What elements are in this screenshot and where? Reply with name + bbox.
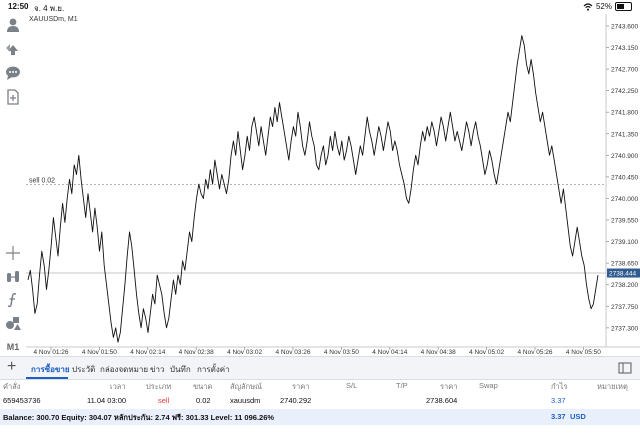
x-tick-label: 4 Nov 04:38 xyxy=(421,349,456,356)
col-order: คำสั่ง xyxy=(3,382,21,391)
row-symbol: xauusdm xyxy=(230,396,261,405)
y-tick-label: 2738.200 xyxy=(611,282,638,289)
new-document-icon[interactable] xyxy=(4,88,22,106)
y-tick-label: 2743.150 xyxy=(611,45,638,52)
tab-history[interactable]: ประวัติ xyxy=(72,365,96,374)
timeframe-button[interactable]: M1 xyxy=(6,342,20,352)
row-profit: 3.37 xyxy=(551,396,566,405)
crosshair-icon[interactable] xyxy=(4,244,22,262)
balance-bar: Balance: 300.70 Equity: 304.07 หลักประกั… xyxy=(0,409,640,425)
col-symbol: สัญลักษณ์ xyxy=(230,382,263,391)
battery-icon xyxy=(615,2,632,11)
y-tick-label: 2738.650 xyxy=(611,261,638,268)
y-tick-label: 2737.750 xyxy=(611,304,638,311)
col-sl: S/L xyxy=(346,381,358,390)
status-bar: 12:50 จ. 4 พ.ย. 52% xyxy=(0,0,640,14)
y-tick-label: 2742.250 xyxy=(611,88,638,95)
status-date: จ. 4 พ.ย. xyxy=(34,4,65,13)
left-toolbar: M1 xyxy=(0,14,27,356)
col-comment: หมายเหตุ xyxy=(597,382,628,391)
x-tick-label: 4 Nov 04:14 xyxy=(372,349,407,356)
balance-currency: USD xyxy=(570,412,586,421)
price-series-line xyxy=(27,35,599,343)
function-icon[interactable] xyxy=(4,291,22,309)
status-right: 52% xyxy=(583,2,632,11)
row-open-price: 2740.292 xyxy=(280,396,312,405)
x-tick-label: 4 Nov 02:14 xyxy=(130,349,165,356)
x-tick-label: 4 Nov 05:26 xyxy=(517,349,552,356)
add-icon[interactable]: + xyxy=(7,358,17,375)
objects-icon[interactable] xyxy=(4,314,22,332)
y-tick-label: 2740.450 xyxy=(611,174,638,181)
y-tick-label: 2740.900 xyxy=(611,153,638,160)
x-tick-label: 4 Nov 02:38 xyxy=(179,349,214,356)
indicators-icon[interactable] xyxy=(4,268,22,286)
x-tick-label: 4 Nov 05:02 xyxy=(469,349,504,356)
x-tick-label: 4 Nov 03:02 xyxy=(227,349,262,356)
chart-background xyxy=(26,14,640,356)
x-tick-label: 4 Nov 03:50 xyxy=(324,349,359,356)
y-tick-label: 2743.600 xyxy=(611,23,638,30)
row-order[interactable]: 659453736 xyxy=(3,396,41,405)
row-type: sell xyxy=(158,396,170,405)
y-tick-label: 2740.000 xyxy=(611,196,638,203)
trade-arrows-icon[interactable] xyxy=(4,40,22,58)
row-time: 11.04 03:00 xyxy=(87,396,127,405)
y-tick-label: 2741.800 xyxy=(611,110,638,117)
active-tab-indicator xyxy=(26,377,68,379)
chat-icon[interactable] xyxy=(4,64,22,82)
y-tick-label: 2739.100 xyxy=(611,239,638,246)
tab-trade[interactable]: การซื้อขาย xyxy=(31,365,70,374)
current-price-tag xyxy=(607,268,640,278)
terminal-tabs: + การซื้อขาย ประวัติ กล่องจดหมาย ข่าว บั… xyxy=(0,356,640,380)
panel-toggle-icon[interactable] xyxy=(618,361,632,375)
col-open-price: ราคา xyxy=(292,382,310,391)
person-icon[interactable] xyxy=(4,16,22,34)
price-chart[interactable]: sell 0.02 2743.600 2743.150 2742.700 2742.25… xyxy=(26,14,640,356)
y-tick-label: 2741.350 xyxy=(611,131,638,138)
status-time: 12:50 xyxy=(8,2,29,11)
wifi-icon xyxy=(583,2,593,11)
current-price-label: 2738.444 xyxy=(609,271,636,278)
col-time: เวลา xyxy=(110,382,126,391)
col-profit: กำไร xyxy=(551,382,568,391)
balance-profit: 3.37 xyxy=(551,412,566,421)
tab-mailbox[interactable]: กล่องจดหมาย xyxy=(100,365,149,374)
col-swap: Swap xyxy=(479,381,498,390)
row-price: 2738.604 xyxy=(426,396,458,405)
col-tp: T/P xyxy=(396,381,408,390)
row-size: 0.02 xyxy=(196,396,211,405)
battery-percent: 52% xyxy=(595,2,612,11)
y-tick-label: 2739.550 xyxy=(611,218,638,225)
tab-settings[interactable]: การตั้งค่า xyxy=(197,365,230,374)
balance-summary: Balance: 300.70 Equity: 304.07 หลักประกั… xyxy=(3,413,275,422)
x-tick-label: 4 Nov 05:50 xyxy=(566,349,601,356)
chart-symbol: XAUUSDm, M1 xyxy=(29,16,78,23)
x-tick-label: 4 Nov 03:26 xyxy=(275,349,310,356)
col-type: ประเภท xyxy=(146,382,172,391)
col-size: ขนาด xyxy=(193,382,213,391)
tab-journal[interactable]: บันทึก xyxy=(170,365,191,374)
tab-news[interactable]: ข่าว xyxy=(150,365,165,374)
chart-svg[interactable]: sell 0.02 2743.600 2743.150 2742.700 2742.25… xyxy=(26,14,640,356)
terminal-panel: + การซื้อขาย ประวัติ กล่องจดหมาย ข่าว บั… xyxy=(0,356,640,447)
y-tick-label: 2737.300 xyxy=(611,325,638,332)
order-line-label: sell 0.02 xyxy=(29,177,55,184)
col-price: ราคา xyxy=(440,382,458,391)
x-tick-label: 4 Nov 01:26 xyxy=(33,349,68,356)
x-tick-label: 4 Nov 01:50 xyxy=(82,349,117,356)
y-tick-label: 2742.700 xyxy=(611,67,638,74)
